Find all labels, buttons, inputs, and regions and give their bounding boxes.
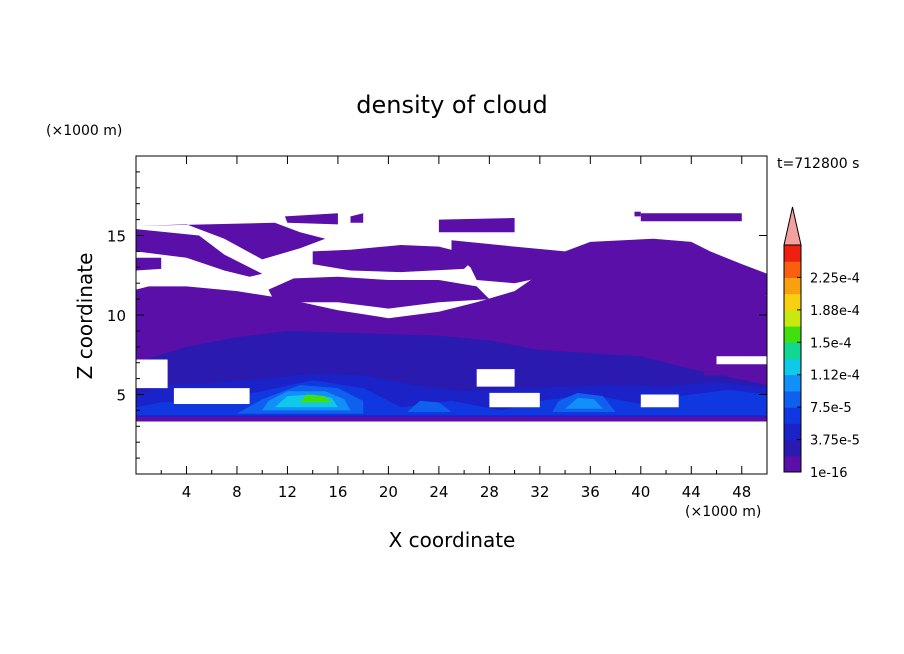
contour-region [438,218,515,233]
x-tick-label: 20 [379,483,398,501]
colorbar-swatch [784,390,801,408]
y-tick-label: 15 [107,228,126,246]
x-tick-label: 16 [328,483,347,501]
x-tick-label: 8 [232,483,242,501]
clear-region [489,392,540,408]
colorbar-swatch [784,309,801,327]
contour-field [136,211,767,422]
x-tick-label: 28 [480,483,499,501]
contour-region [350,213,364,223]
y-axis-label: Z coordinate [73,253,97,380]
contour-region [300,394,332,403]
contour-region [136,229,263,277]
colorbar-tick-label: 1.12e-4 [810,369,860,384]
x-tick-label: 40 [631,483,650,501]
colorbar-tick-label: 1e-16 [810,466,848,481]
colorbar: 1e-16 3.75e-5 7.5e-5 1.12e-4 1.5e-4 1.88e-4 2.… [783,206,860,481]
colorbar-swatch [784,342,801,359]
colorbar-swatch [784,407,801,424]
colorbar-swatch [784,358,801,376]
colorbar-swatch [784,423,801,441]
x-tick-label: 48 [732,483,751,501]
contour-region [451,238,767,296]
colorbar-frame [783,244,802,473]
colorbar-swatch [784,374,801,392]
colorbar-swatch [784,439,801,457]
colorbar-swatch [784,455,801,473]
contour-region [136,257,162,271]
clear-region [173,388,250,404]
colorbar-tick-label: 1.88e-4 [810,304,860,319]
colorbar-swatch [784,293,801,311]
contour-region [407,400,452,412]
colorbar-tick-label: 7.5e-5 [810,401,852,416]
clear-region [640,394,679,408]
x-tick-label: 24 [429,483,448,501]
x-tick-label: 12 [278,483,297,501]
x-tick-label: 36 [581,483,600,501]
colorbar-swatch [784,261,801,278]
x-tick-label: 32 [530,483,549,501]
x-axis-unit: (×1000 m) [685,504,761,520]
clear-region [716,356,767,365]
colorbar-swatch [784,326,801,343]
chart-title: density of cloud [356,91,547,119]
contour-region [268,276,490,309]
clear-region [136,359,168,389]
colorbar-tick-label: 1.5e-4 [810,336,852,351]
colorbar-tick-label: 3.75e-5 [810,434,860,449]
x-axis-label: X coordinate [389,528,516,552]
colorbar-extend-arrow [783,206,802,246]
contour-region [312,245,477,273]
clear-region [476,369,515,387]
colorbar-swatch [784,277,801,295]
contour-region [565,397,603,409]
contour-region [634,211,641,217]
y-tick-label: 5 [116,387,126,405]
colorbar-swatch [784,245,801,262]
y-axis-unit: (×1000 m) [46,123,122,139]
x-tick-label: 44 [682,483,701,501]
y-tick-label: 10 [107,307,126,325]
contour-region [262,229,288,238]
time-label: t=712800 s [777,156,859,172]
contour-region [703,364,755,376]
contour-region [640,213,742,222]
x-tick-label: 4 [182,483,192,501]
contour-region [284,213,338,225]
colorbar-tick-label: 2.25e-4 [810,271,860,286]
